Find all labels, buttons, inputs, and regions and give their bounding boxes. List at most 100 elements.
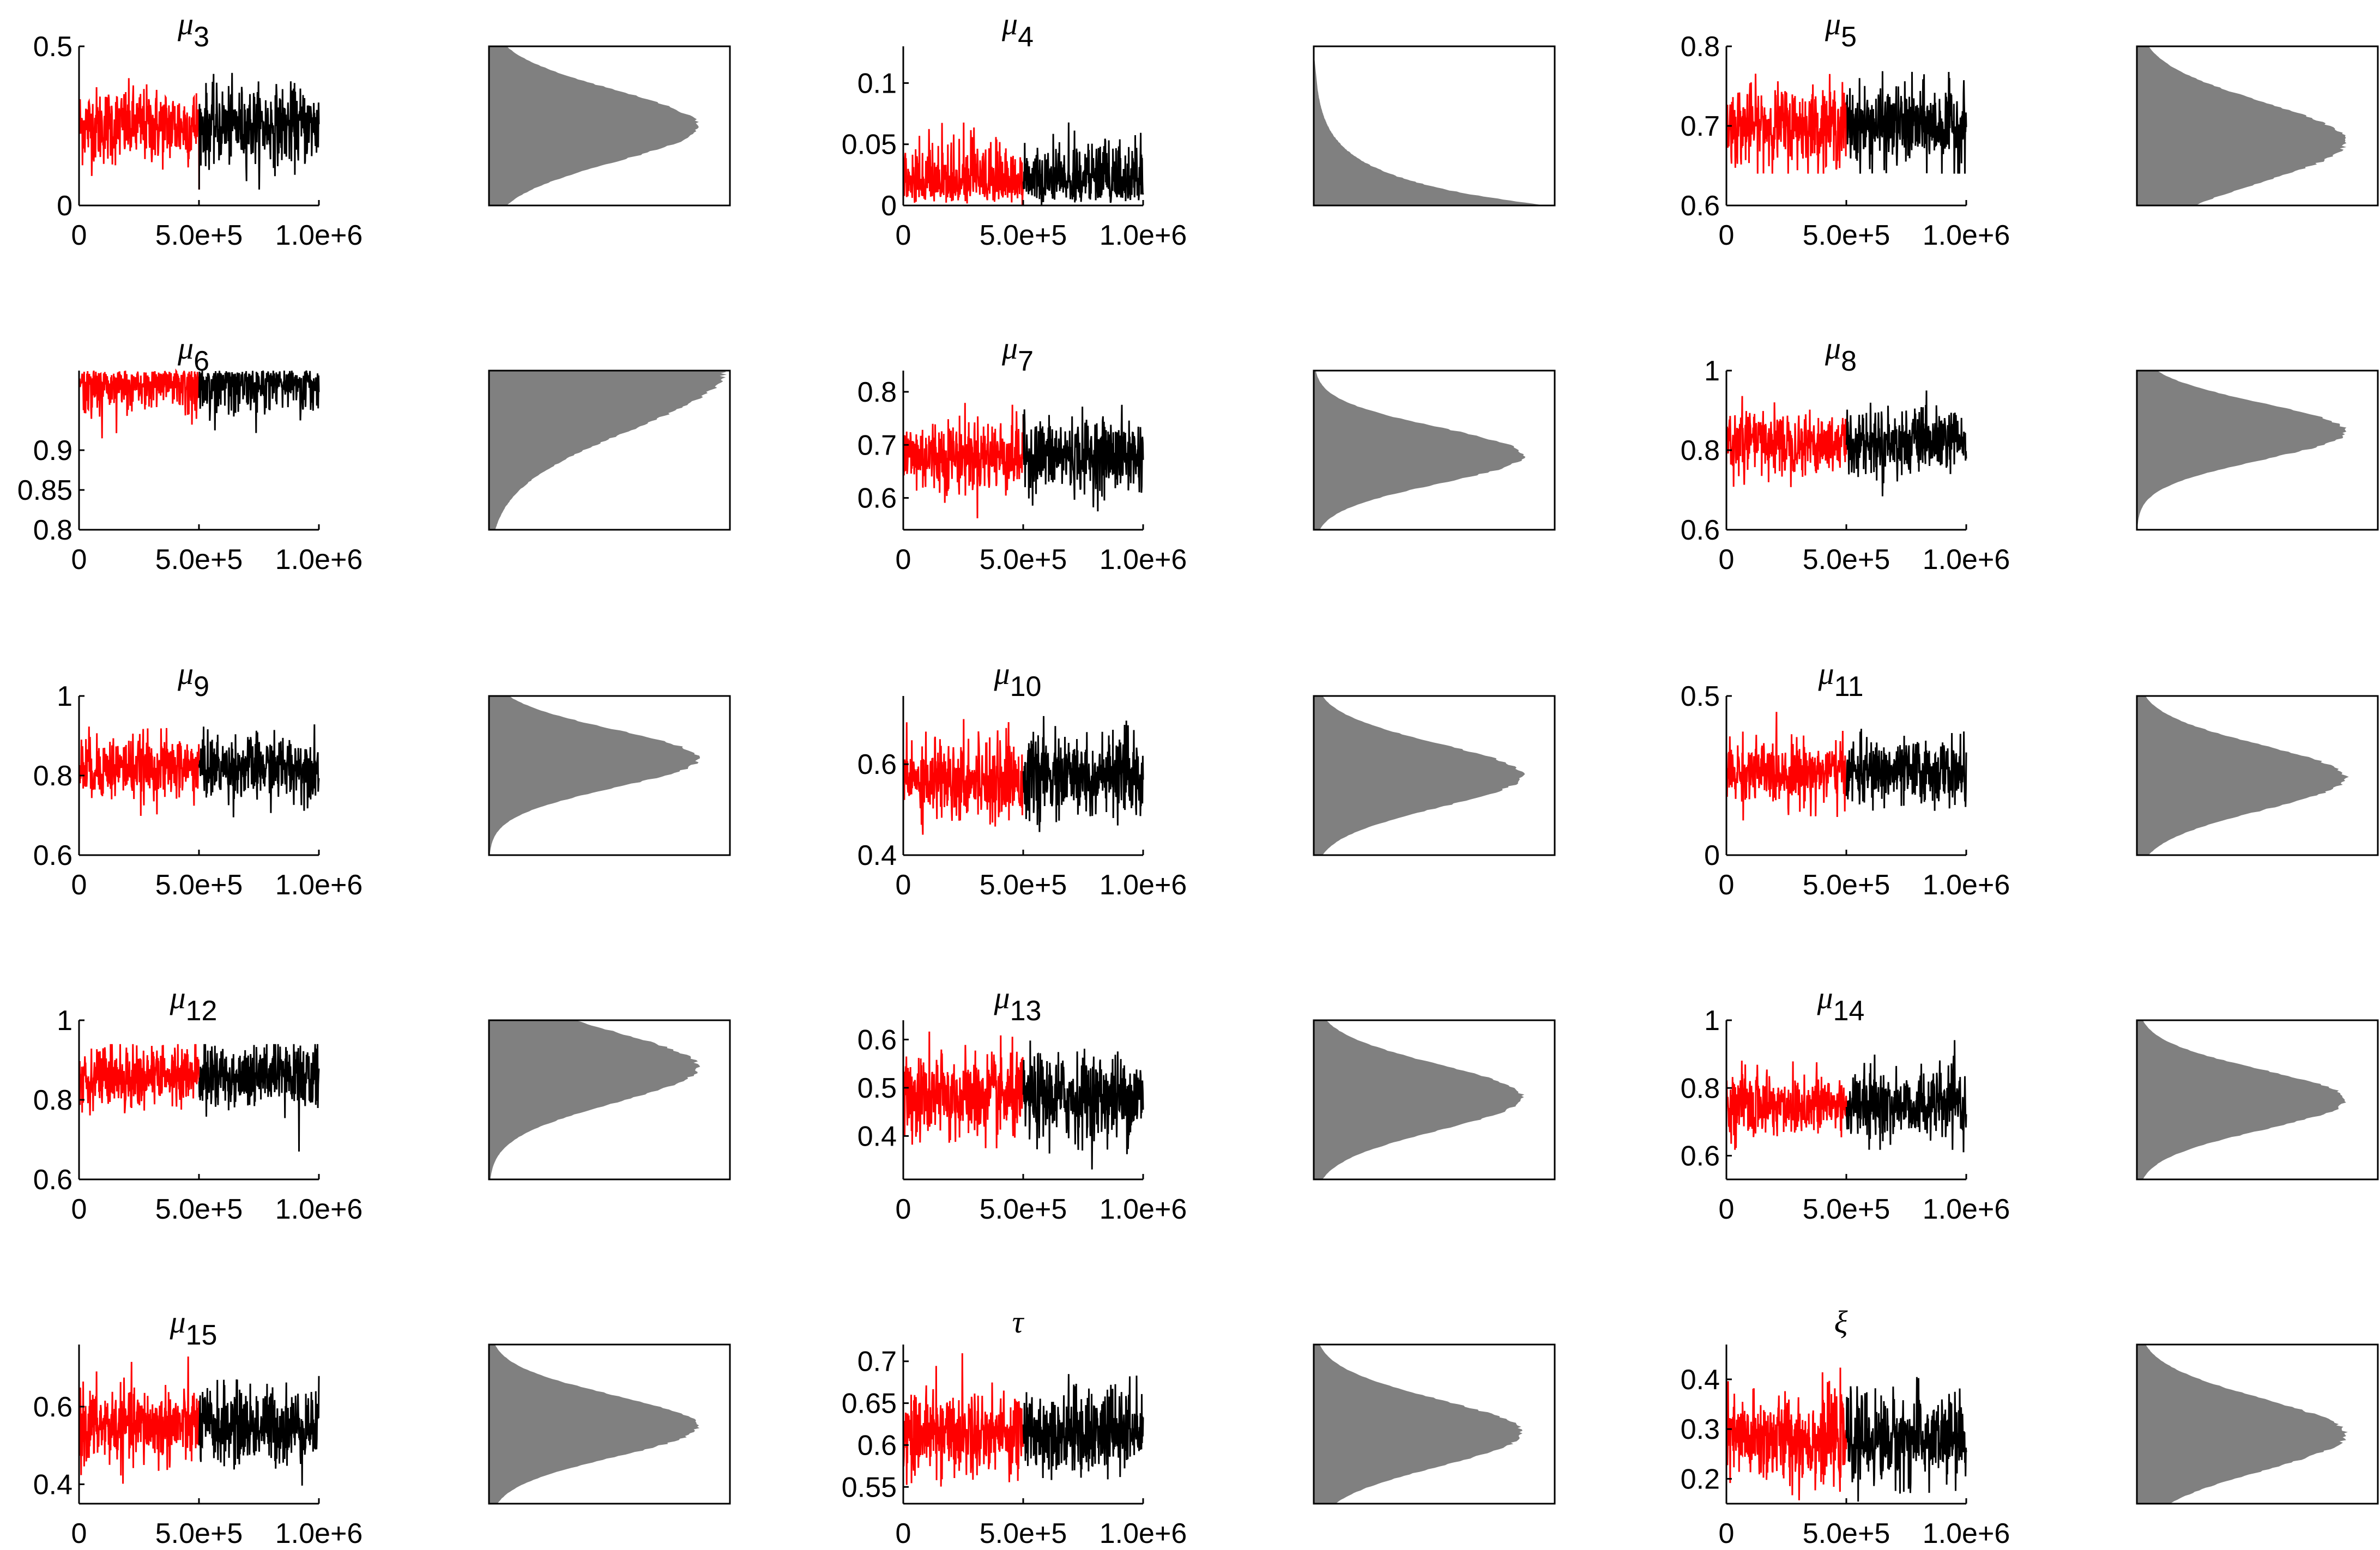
subplot-9: 0.6 0.8 1 0 5.0e+5 1.0e+6 μ12 [33, 980, 731, 1225]
histogram-density [2137, 1345, 2348, 1504]
subplot-title-symbol: ξ [1834, 1304, 1848, 1340]
y-tick-label: 0.5 [1681, 681, 1720, 712]
x-tick-label: 0 [896, 544, 911, 576]
y-tick-label: 1 [1704, 355, 1720, 387]
x-tick-label: 1.0e+6 [1100, 220, 1187, 251]
subplot-title: μ8 [1825, 330, 1857, 377]
x-tick-label: 5.0e+5 [1803, 1518, 1890, 1549]
subplot-12: 0.4 0.6 0 5.0e+5 1.0e+6 μ15 [33, 1304, 731, 1549]
histogram-density [2137, 371, 2347, 530]
trace-plot: 0.6 0.7 0.8 0 5.0e+5 1.0e+6 μ5 [1681, 6, 2010, 251]
trace-series-second-half [1022, 716, 1144, 832]
subplot-title-subscript: 5 [1841, 21, 1857, 53]
x-tick-label: 5.0e+5 [980, 544, 1067, 576]
histogram-density [489, 1345, 700, 1504]
y-tick-label: 0.6 [1681, 1141, 1720, 1172]
x-tick-label: 0 [71, 1518, 87, 1549]
subplot-13: 0.55 0.6 0.65 0.7 0 5.0e+5 1.0e+6 τ [842, 1304, 1556, 1549]
histogram-density [2137, 46, 2347, 205]
y-tick-label: 0.5 [33, 31, 73, 63]
x-tick-label: 0 [1719, 1194, 1735, 1225]
histogram-plot [488, 370, 731, 531]
subplot-title: μ4 [1001, 6, 1034, 53]
subplot-title-subscript: 8 [1841, 346, 1857, 377]
subplot-title-symbol: μ [1817, 980, 1833, 1015]
subplot-5: 0.6 0.8 1 0 5.0e+5 1.0e+6 μ8 [1681, 330, 2379, 576]
trace-series-second-half [1845, 390, 1967, 497]
trace-series-first-half [78, 726, 200, 816]
x-tick-label: 5.0e+5 [155, 544, 243, 576]
x-tick-label: 0 [1719, 1518, 1735, 1549]
x-tick-label: 5.0e+5 [980, 220, 1067, 251]
x-tick-label: 5.0e+5 [980, 1194, 1067, 1225]
y-tick-label: 0.4 [857, 1121, 897, 1152]
subplot-11: 0.6 0.8 1 0 5.0e+5 1.0e+6 μ14 [1681, 980, 2379, 1225]
x-tick-label: 0 [71, 1194, 87, 1225]
subplot-4: 0.6 0.7 0.8 0 5.0e+5 1.0e+6 μ7 [857, 330, 1556, 576]
subplot-title-subscript: 7 [1018, 346, 1034, 377]
y-tick-label: 0.8 [1681, 31, 1720, 63]
subplot-title-symbol: μ [1817, 656, 1834, 691]
subplot-title: μ5 [1825, 6, 1857, 53]
y-tick-label: 1 [1704, 1005, 1720, 1037]
x-tick-label: 5.0e+5 [155, 1194, 243, 1225]
trace-series-first-half [902, 403, 1024, 519]
histogram-frame [2136, 1343, 2379, 1505]
x-tick-label: 5.0e+5 [980, 869, 1067, 901]
histogram-density [2137, 696, 2349, 855]
trace-series-second-half [198, 370, 320, 433]
histogram-plot [1313, 370, 1556, 531]
y-tick-label: 0.85 [17, 475, 73, 506]
histogram-plot [1313, 695, 1556, 856]
y-tick-label: 0 [1704, 840, 1720, 871]
y-tick-label: 0.6 [857, 1430, 897, 1461]
histogram-plot [2136, 695, 2379, 856]
y-tick-label: 0.4 [33, 1469, 73, 1500]
y-tick-label: 0.3 [1681, 1414, 1720, 1445]
histogram-frame [488, 695, 731, 856]
histogram-plot [488, 1019, 731, 1180]
trace-plot: 0.2 0.3 0.4 0 5.0e+5 1.0e+6 ξ [1681, 1304, 2010, 1549]
histogram-frame [488, 45, 731, 207]
trace-series-first-half [78, 78, 200, 190]
subplot-title: μ14 [1817, 980, 1865, 1027]
trace-plot: 0.4 0.5 0.6 0 5.0e+5 1.0e+6 μ13 [857, 980, 1187, 1225]
subplot-title-subscript: 9 [194, 671, 209, 703]
subplot-title: μ3 [177, 6, 209, 53]
histogram-density [1314, 52, 1547, 205]
trace-series-first-half [78, 1356, 200, 1484]
histogram-density [489, 371, 727, 530]
x-tick-label: 0 [896, 1518, 911, 1549]
y-tick-label: 0.8 [33, 760, 73, 792]
y-tick-label: 0.6 [1681, 514, 1720, 546]
trace-series-first-half [902, 1031, 1024, 1149]
trace-series-first-half [902, 719, 1024, 835]
subplot-14: 0.2 0.3 0.4 0 5.0e+5 1.0e+6 ξ [1681, 1304, 2379, 1549]
x-tick-label: 1.0e+6 [275, 1194, 363, 1225]
histogram-plot [2136, 1019, 2379, 1180]
x-tick-label: 0 [1719, 869, 1735, 901]
trace-series-second-half [198, 1044, 320, 1152]
trace-plot: 0 0.05 0.1 0 5.0e+5 1.0e+6 μ4 [842, 6, 1187, 251]
x-tick-label: 0 [896, 869, 911, 901]
trace-series-first-half [1725, 1061, 1847, 1150]
y-tick-label: 0.6 [1681, 190, 1720, 222]
trace-series-first-half [1726, 712, 1847, 821]
histogram-frame [488, 370, 731, 531]
histogram-density [1314, 371, 1526, 530]
y-tick-label: 0.4 [857, 840, 897, 871]
y-tick-label: 0.2 [1681, 1463, 1720, 1495]
histogram-frame [2136, 370, 2379, 531]
subplot-title-symbol: τ [1012, 1304, 1025, 1340]
histogram-frame [1313, 695, 1556, 856]
trace-series-second-half [198, 72, 320, 190]
histogram-plot [2136, 370, 2379, 531]
x-tick-label: 1.0e+6 [1100, 544, 1187, 576]
trace-plot: 0.6 0.7 0.8 0 5.0e+5 1.0e+6 μ7 [857, 330, 1187, 576]
histogram-plot [488, 1343, 731, 1505]
y-tick-label: 0 [57, 190, 73, 222]
histogram-frame [2136, 695, 2379, 856]
subplot-title-subscript: 4 [1018, 21, 1034, 53]
histogram-density [1314, 696, 1525, 855]
